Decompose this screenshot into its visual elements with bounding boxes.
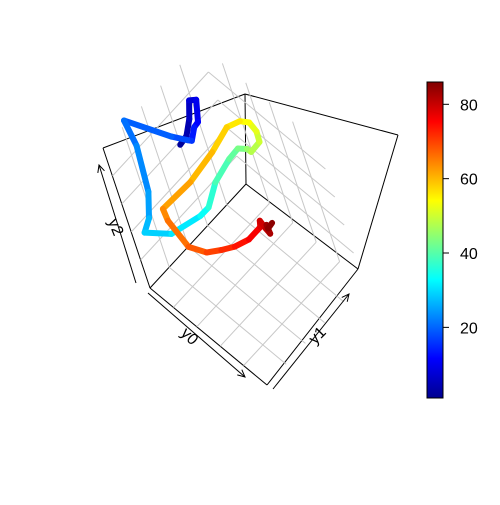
path-segment	[163, 182, 190, 209]
box-edge	[245, 94, 246, 184]
box-edge	[245, 94, 398, 135]
path-segment	[148, 192, 149, 219]
grid-line	[169, 267, 286, 364]
z-axis-label: y2	[104, 216, 126, 238]
path-segment	[196, 100, 198, 122]
colorbar: 20 40 60 80	[427, 82, 478, 398]
grid-line	[220, 242, 316, 346]
colorbar-tick-label: 20	[460, 320, 478, 337]
box-edge	[358, 135, 398, 269]
grid-line	[237, 156, 354, 253]
grid-line	[227, 205, 344, 302]
path-segment	[215, 159, 229, 182]
path-segment	[209, 182, 216, 207]
grid-line	[208, 226, 325, 323]
grid-line	[188, 246, 305, 343]
grid-line	[173, 203, 269, 307]
grid-line	[208, 72, 325, 169]
colorbar-tick-label: 60	[460, 172, 478, 189]
path-segment	[145, 233, 172, 234]
path-segment	[212, 127, 227, 152]
grid-line	[227, 128, 344, 225]
path-segment	[268, 223, 272, 229]
colorbar-gradient-bar	[427, 82, 443, 398]
y-axis-arrow	[273, 294, 349, 389]
path-segment	[137, 146, 149, 192]
colorbar-tick-label: 80	[460, 97, 478, 114]
series-line	[124, 100, 272, 253]
box-edge	[150, 288, 267, 385]
axes: y0 y1 y2	[98, 165, 349, 389]
grid-line	[244, 262, 340, 366]
colorbar-tick-label: 40	[460, 246, 478, 263]
